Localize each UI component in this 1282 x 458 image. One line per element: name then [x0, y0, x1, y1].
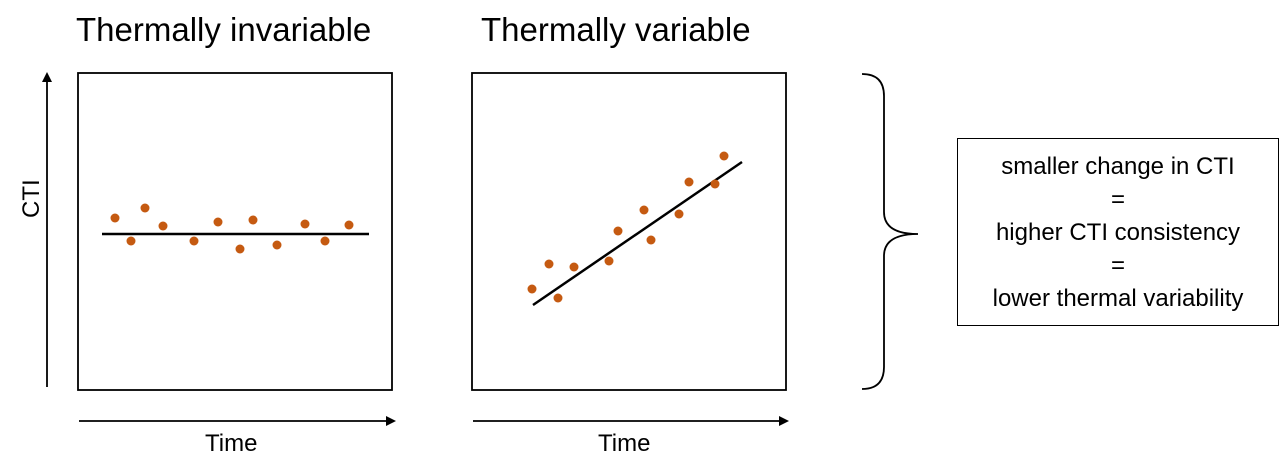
summary-line-2: =	[1110, 185, 1125, 213]
panel-2-trend-line	[532, 160, 743, 307]
panel-2-point	[544, 259, 554, 269]
panel-1-point	[110, 213, 120, 223]
panel-2-frame	[471, 72, 787, 391]
panel-2-point	[719, 151, 729, 161]
panel-1-frame	[77, 72, 393, 391]
summary-line-1: smaller change in CTI	[1001, 152, 1235, 180]
panel-2-point	[527, 284, 537, 294]
panel-2-point	[553, 293, 563, 303]
panel-2-point	[646, 235, 656, 245]
panel-2-point	[674, 209, 684, 219]
panel-1-point	[126, 236, 136, 246]
panel-2-point	[613, 226, 623, 236]
summary-box: smaller change in CTI = higher CTI consi…	[957, 138, 1279, 326]
panel-2-point	[710, 179, 720, 189]
panel-2-point	[604, 256, 614, 266]
panel-1-points	[110, 203, 354, 254]
panel-1-point	[344, 220, 354, 230]
panel-2-point	[684, 177, 694, 187]
panel-1-point	[213, 217, 223, 227]
panel-1-point	[140, 203, 150, 213]
summary-line-3: higher CTI consistency	[995, 218, 1241, 246]
panel-2-title: Thermally variable	[481, 11, 751, 48]
panel-2-points	[527, 151, 729, 303]
panel-2-x-axis-label: Time	[598, 430, 651, 457]
summary-line-4: =	[1110, 251, 1125, 279]
panel-1-point	[189, 236, 199, 246]
curly-brace	[861, 73, 919, 390]
panel-1-title: Thermally invariable	[76, 11, 372, 48]
panel-2-point	[639, 205, 649, 215]
panel-1-point	[272, 240, 282, 250]
panel-1-point	[235, 244, 245, 254]
panel-1-point	[248, 215, 258, 225]
summary-line-5: lower thermal variability	[992, 284, 1244, 312]
panel-1-point	[158, 221, 168, 231]
panel-1-point	[300, 219, 310, 229]
panel-2-point	[569, 262, 579, 272]
panel-1-point	[320, 236, 330, 246]
panel-1-x-axis-label: Time	[205, 430, 258, 457]
